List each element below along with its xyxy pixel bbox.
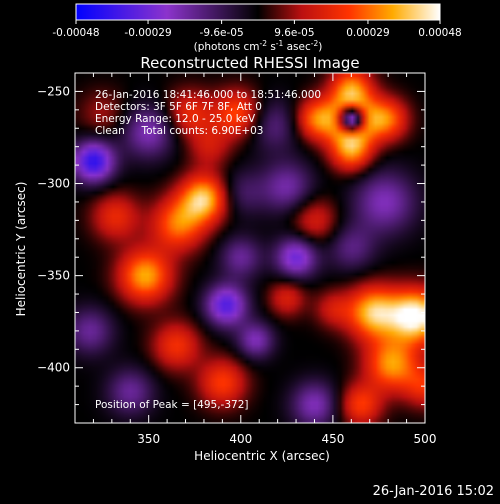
info-line-detectors: Detectors: 3F 5F 6F 7F 8F, Att 0 — [95, 101, 262, 113]
peak-position-label: Position of Peak = [495,-372] — [95, 399, 249, 411]
info-line-energy: Energy Range: 12.0 - 25.0 keV — [95, 113, 256, 125]
colorbar-tick-label: -0.00048 — [52, 27, 99, 39]
colorbar-gradient — [76, 4, 440, 20]
info-line-counts: Clean Total counts: 6.90E+03 — [95, 125, 264, 137]
footer-timestamp: 26-Jan-2016 15:02 — [373, 484, 494, 499]
colorbar: -0.00048 -0.00029 -9.6e-05 9.6e-05 0.00029 0.… — [52, 3, 462, 53]
colorbar-tick-label: -0.00029 — [124, 27, 171, 39]
x-axis-ticks: 350 400 450 500 — [92, 73, 437, 446]
x-tick-label: 500 — [414, 432, 437, 446]
heatmap-image — [75, 73, 425, 423]
chart-title: Reconstructed RHESSI Image — [140, 54, 359, 72]
heatmap-area — [75, 73, 425, 423]
y-tick-label: −300 — [37, 177, 70, 191]
x-axis-label: Heliocentric X (arcsec) — [194, 449, 330, 463]
info-line-time: 26-Jan-2016 18:41:46.000 to 18:51:46.000 — [95, 89, 321, 101]
colorbar-tick-label: 9.6e-05 — [274, 27, 314, 39]
colorbar-tick-label: 0.00048 — [418, 27, 461, 39]
info-text: 26-Jan-2016 18:41:46.000 to 18:51:46.000… — [95, 89, 321, 411]
y-tick-label: −350 — [37, 269, 70, 283]
y-tick-label: −400 — [37, 361, 70, 375]
x-tick-label: 350 — [137, 432, 160, 446]
colorbar-frame — [75, 3, 441, 21]
colorbar-tick-label: 0.00029 — [346, 27, 389, 39]
x-tick-label: 400 — [229, 432, 252, 446]
colorbar-tick-label: -9.6e-05 — [200, 27, 244, 39]
x-tick-label: 450 — [321, 432, 344, 446]
colorbar-unit-label: (photons cm-2 s-1 asec-2) — [194, 39, 323, 53]
y-tick-label: −250 — [37, 84, 70, 98]
plot-frame — [74, 72, 426, 424]
y-axis-ticks: −400 −350 −300 −250 — [37, 84, 425, 406]
colorbar-ticks: -0.00048 -0.00029 -9.6e-05 9.6e-05 0.00029 0.… — [52, 20, 462, 39]
y-axis-label: Heliocentric Y (arcsec) — [14, 182, 28, 317]
